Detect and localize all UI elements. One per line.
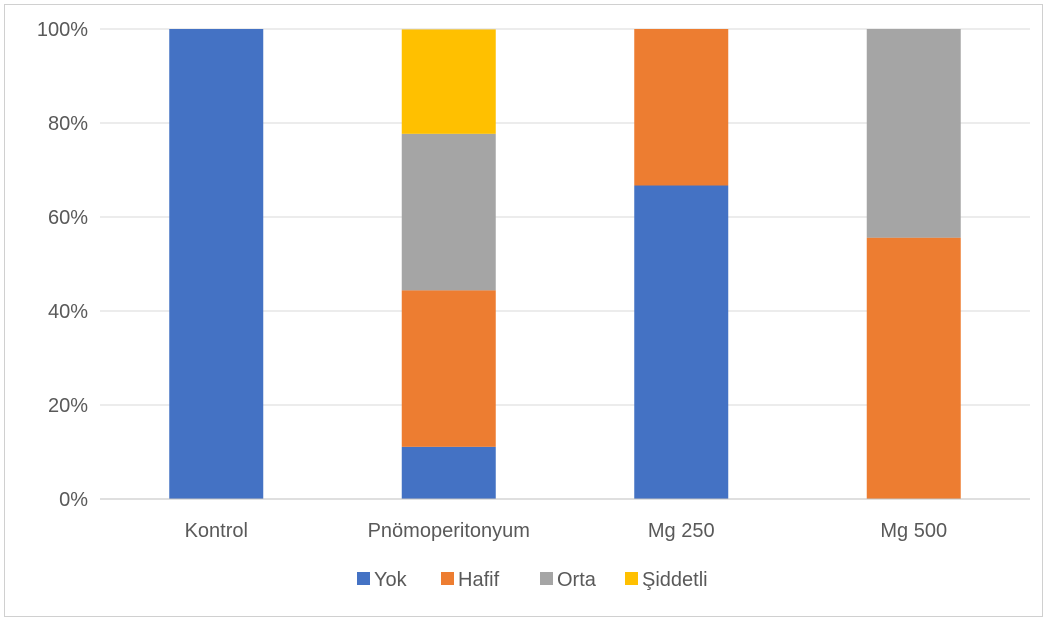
bars <box>169 29 961 499</box>
bar-segment-hafif-1 <box>401 290 496 447</box>
legend-label: Orta <box>557 569 597 591</box>
x-category-label: Kontrol <box>185 520 248 542</box>
x-category-label: Pnömoperitonyum <box>368 520 530 542</box>
legend: Yok Hafif Orta Şiddetli <box>357 569 708 591</box>
legend-swatch <box>357 572 370 585</box>
stacked-bar-chart: 0% 20% 40% 60% 80% 100% Kontrol Pnömoperitonyu… <box>37 19 1030 591</box>
bar-segment-orta-3 <box>866 29 961 238</box>
bar-segment-yok-0 <box>169 29 264 499</box>
bar-segment-hafif-3 <box>866 237 961 499</box>
y-tick-label: 60% <box>48 207 88 229</box>
bar-segment-yok-1 <box>401 446 496 499</box>
legend-label: Şiddetli <box>642 569 708 591</box>
chart-frame: 0% 20% 40% 60% 80% 100% Kontrol Pnömoperitonyu… <box>4 4 1043 617</box>
bar-segment-yok-2 <box>634 185 729 499</box>
legend-swatch <box>441 572 454 585</box>
legend-swatch <box>625 572 638 585</box>
x-category-label: Mg 500 <box>880 520 947 542</box>
y-tick-label: 20% <box>48 395 88 417</box>
bar-segment-hafif-2 <box>634 29 729 186</box>
legend-label: Hafif <box>458 569 500 591</box>
y-tick-label: 100% <box>37 19 88 41</box>
legend-label: Yok <box>374 569 408 591</box>
x-axis-category-labels: Kontrol Pnömoperitonyum Mg 250 Mg 500 <box>185 520 948 542</box>
bar-segment-orta-1 <box>401 133 496 291</box>
bar-segment--iddetli-1 <box>401 29 496 134</box>
y-tick-label: 80% <box>48 113 88 135</box>
x-category-label: Mg 250 <box>648 520 715 542</box>
legend-swatch <box>540 572 553 585</box>
y-tick-label: 0% <box>59 489 88 511</box>
y-axis-tick-labels: 0% 20% 40% 60% 80% 100% <box>37 19 88 511</box>
y-tick-label: 40% <box>48 301 88 323</box>
